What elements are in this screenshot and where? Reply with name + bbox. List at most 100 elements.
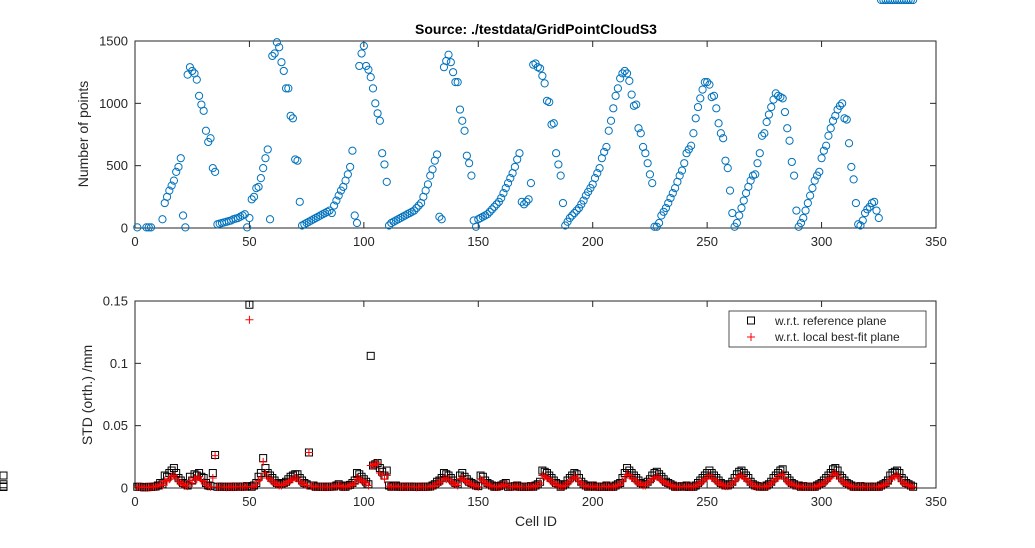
data-point-circle [460,126,469,135]
data-point-circle [801,206,810,215]
data-point-plus [453,481,462,490]
data-point-circle [465,159,474,168]
data-point-circle [133,223,142,232]
data-point-circle [467,171,476,180]
data-point-circle [437,215,446,224]
data-point-circle [400,211,410,220]
data-point-circle [806,191,815,200]
data-point-circle [263,145,272,154]
data-point-circle [547,120,556,129]
bottom-y-axis-label: STD (orth.) /mm [79,345,95,445]
data-point-plus [304,448,313,457]
x-tick-label: 200 [582,234,604,249]
data-point-circle [506,174,515,183]
data-point-circle [680,159,689,168]
data-point-circle [892,0,902,5]
data-point-circle [405,208,414,218]
data-point-circle [277,58,286,67]
y-tick-label: 0.15 [103,294,128,309]
x-tick-label: 350 [925,234,947,249]
data-point-circle [462,151,471,160]
data-point-circle [897,0,906,5]
data-point-circle [478,212,487,221]
data-point-circle [625,76,634,85]
data-point-circle [904,0,913,5]
data-point-plus [536,479,545,488]
data-point-circle [373,109,382,118]
data-point-circle [325,206,334,215]
data-point-circle [757,131,767,140]
data-point-circle [286,111,295,120]
data-point-circle [348,146,357,155]
top-y-axis-label: Number of points [75,81,91,188]
data-point-circle [446,58,455,67]
data-point-circle [817,154,826,163]
data-point-circle [723,164,732,173]
data-point-circle [387,218,396,228]
data-point-circle [169,176,179,185]
data-point-circle [359,41,368,51]
y-tick-label: 0.1 [110,356,128,371]
x-tick-label: 50 [242,234,256,249]
data-point-circle [414,201,423,210]
data-point-circle [144,223,153,232]
data-point-circle [792,206,801,215]
data-point-circle [851,198,861,208]
data-point-circle [714,119,723,128]
legend-marker-plus [747,333,755,341]
data-point-circle [284,84,293,93]
data-point-circle [396,213,405,223]
data-point-circle [542,96,552,105]
data-point-circle [206,134,215,143]
y-tick-label: 1000 [99,96,128,111]
data-point-plus [259,457,268,466]
data-point-circle [835,101,844,110]
data-point-circle [689,129,698,138]
data-point-circle [826,124,835,133]
data-point-circle [471,222,481,231]
data-point-circle [167,181,176,190]
data-point-circle [790,171,799,180]
data-point-circle [856,221,865,230]
data-point-plus [474,482,483,491]
data-point-circle [487,205,497,214]
data-point-circle [256,174,265,183]
data-point-square [0,480,8,489]
data-point-circle [549,119,558,128]
data-point-circle [334,191,343,200]
data-point-circle [632,100,641,109]
data-point-circle [808,184,817,193]
data-point-plus [256,474,265,483]
chart-title: Source: ./testdata/GridPointCloudS3 [415,21,657,37]
data-point-circle [613,84,622,93]
data-point-circle [883,0,893,5]
data-point-circle [767,102,776,112]
data-point-circle [403,210,412,219]
legend-label-reference: w.r.t. reference plane [774,314,887,328]
data-point-circle [389,217,398,226]
x-tick-label: 150 [467,494,489,509]
data-point-circle [366,73,375,82]
data-point-circle [259,164,268,173]
data-point-circle [776,93,785,102]
data-point-circle [712,104,721,113]
data-point-circle [783,124,792,133]
data-point-circle [304,217,314,226]
bottom-axis-ticks: 0 50 100 150 200 250 300 350 0 0.05 0.1 0.15 [103,294,947,510]
data-point-circle [629,101,639,110]
data-point-plus [211,451,220,460]
data-point-circle [746,176,755,185]
data-point-plus [373,459,382,468]
data-point-circle [522,197,531,206]
data-point-circle [847,162,856,172]
data-point-circle [579,196,588,205]
data-point-circle [895,0,904,5]
data-point-circle [526,179,536,188]
top-series-markers [133,0,918,232]
data-point-circle [435,212,444,221]
data-point-circle [327,208,336,218]
data-point-circle [529,60,538,69]
data-point-circle [261,154,270,163]
data-point-circle [886,0,895,5]
